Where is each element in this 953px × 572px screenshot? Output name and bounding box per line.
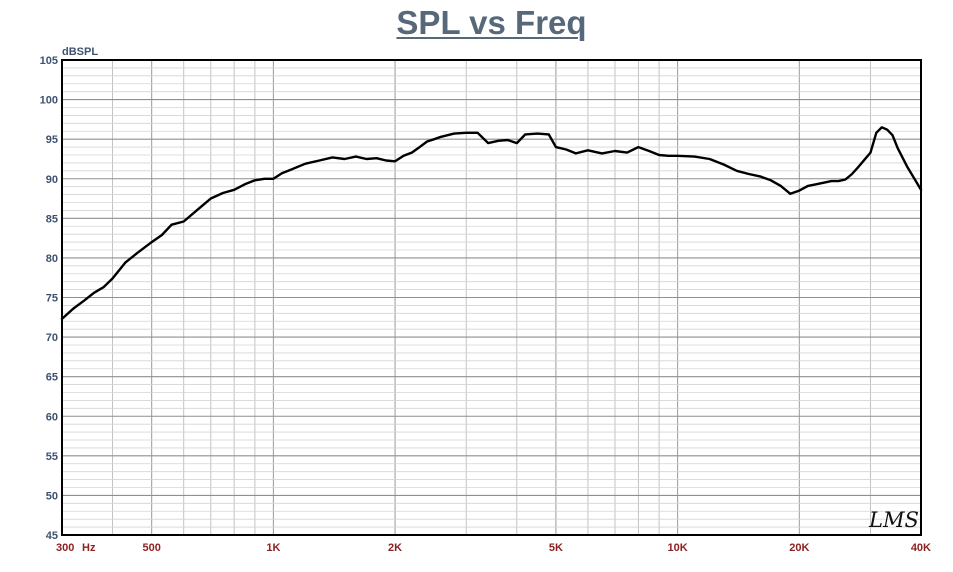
x-tick-label: 1K: [266, 542, 280, 554]
spl-series-line: [60, 126, 923, 321]
x-tick-label: 20K: [789, 542, 809, 554]
chart-title: SPL vs Freq: [396, 4, 587, 41]
y-tick-label: 100: [40, 95, 58, 107]
y-tick-label: 75: [46, 293, 58, 305]
y-tick-label: 55: [46, 451, 58, 463]
y-tick-label: 95: [46, 134, 58, 146]
x-tick-label: 40K: [911, 542, 931, 554]
lms-watermark: LMS: [868, 508, 919, 532]
x-tick-labels: 300 500 1K 2K 5K 10K 20K 40K: [56, 542, 931, 554]
y-tick-label: 80: [46, 253, 58, 265]
y-tick-label: 105: [40, 55, 58, 67]
y-tick-label: 60: [46, 411, 58, 423]
x-tick-label: 5K: [549, 542, 563, 554]
y-tick-label: 45: [46, 530, 58, 542]
x-tick-label: 10K: [668, 542, 688, 554]
x-tick-label: 500: [143, 542, 161, 554]
y-tick-label: 85: [46, 213, 58, 225]
x-unit-label: Hz: [82, 542, 96, 554]
grid-lines: [62, 60, 921, 535]
y-tick-label: 65: [46, 372, 58, 384]
x-tick-label: 300: [56, 542, 74, 554]
y-tick-label: 70: [46, 332, 58, 344]
y-tick-label: 90: [46, 174, 58, 186]
y-tick-labels: 45 50 55 60 65 70 75 80 85 90 95 100 105: [40, 55, 58, 542]
plot-frame: [61, 59, 922, 536]
y-tick-label: 50: [46, 490, 58, 502]
series-layer: [60, 126, 923, 321]
y-axis-label: dBSPL: [62, 46, 98, 58]
x-tick-label: 2K: [388, 542, 402, 554]
